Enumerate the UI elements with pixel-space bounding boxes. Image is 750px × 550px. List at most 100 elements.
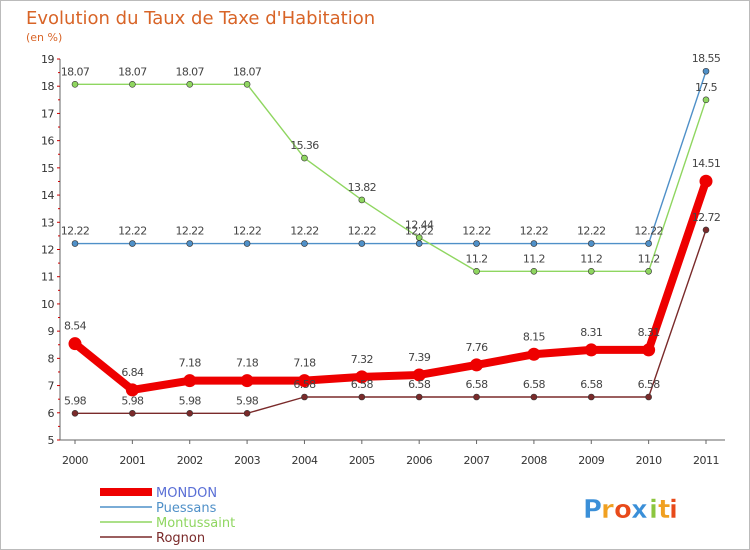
data-label-rognon: 6.58 (293, 378, 316, 391)
data-label-puessans: 12.22 (577, 225, 606, 238)
data-label-rognon: 5.98 (179, 394, 202, 407)
data-label-mondon: 8.31 (638, 326, 660, 339)
legend-label-mondon: MONDON (156, 486, 217, 501)
chart-title: Evolution du Taux de Taxe d'Habitation (26, 8, 375, 29)
data-label-puessans: 12.22 (118, 225, 147, 238)
data-point-puessans (129, 240, 136, 247)
x-tick-label: 2008 (521, 454, 547, 467)
data-label-puessans: 12.22 (348, 225, 377, 238)
y-tick-label: 8 (48, 352, 55, 365)
x-tick-label: 2007 (464, 454, 490, 467)
x-tick-label: 2004 (291, 454, 317, 467)
y-tick-label: 12 (41, 244, 54, 257)
data-label-puessans: 12.22 (405, 225, 434, 238)
data-point-mondon (125, 383, 139, 397)
data-point-rognon (702, 226, 710, 234)
y-tick-label: 6 (48, 407, 55, 420)
logo-letter: i (649, 495, 658, 525)
data-label-mondon: 7.18 (293, 357, 316, 370)
data-point-puessans (473, 240, 480, 247)
x-tick-label: 2000 (62, 454, 88, 467)
data-label-puessans: 18.55 (692, 52, 721, 65)
series-line-rognon (74, 229, 707, 415)
data-point-mondon (584, 343, 598, 357)
data-point-montussaint (186, 81, 194, 88)
data-label-rognon: 6.58 (523, 378, 546, 391)
data-label-mondon: 8.54 (64, 320, 87, 333)
data-point-puessans (587, 240, 595, 247)
data-point-montussaint (530, 267, 538, 275)
series-line-mondon (71, 177, 710, 394)
data-point-rognon (530, 393, 538, 401)
data-point-puessans (243, 240, 251, 247)
y-tick-label: 16 (41, 135, 54, 148)
legend-label-rognon: Rognon (156, 531, 205, 546)
data-label-montussaint: 11.2 (580, 252, 602, 265)
data-point-puessans (71, 240, 79, 247)
y-tick-label: 5 (48, 434, 55, 447)
data-point-montussaint (645, 267, 652, 275)
legend-label-montussaint: Montussaint (156, 516, 235, 531)
logo-letter: x (631, 495, 648, 525)
data-point-rognon (186, 410, 194, 417)
data-label-puessans: 12.22 (175, 225, 204, 238)
x-tick-label: 2001 (119, 454, 145, 467)
data-point-mondon (412, 368, 426, 382)
data-point-montussaint (473, 267, 480, 275)
data-point-rognon (473, 393, 480, 401)
data-label-montussaint: 11.2 (465, 252, 487, 265)
x-tick-label: 2010 (636, 454, 662, 467)
axes: 5 6 7 8 9 10 11 12 13 14 15 16 17 18 19 2000 2001 2002 200… (41, 53, 725, 467)
data-point-rognon (243, 410, 251, 417)
data-point-rognon (71, 410, 79, 417)
data-point-montussaint (587, 267, 595, 275)
data-point-puessans (301, 240, 308, 247)
data-label-puessans: 12.22 (462, 225, 491, 238)
data-point-mondon (297, 374, 311, 388)
logo-letter: r (601, 495, 614, 525)
data-label-puessans: 12.22 (520, 225, 549, 238)
logo-letter: t (658, 495, 670, 525)
data-label-rognon: 6.58 (580, 378, 603, 391)
data-label-montussaint: 11.2 (638, 252, 660, 265)
data-point-montussaint (71, 81, 79, 88)
data-point-montussaint (243, 81, 251, 88)
data-label-rognon: 6.58 (351, 378, 374, 391)
data-point-mondon (470, 358, 484, 372)
data-point-puessans (415, 240, 423, 247)
data-label-montussaint: 17.5 (695, 81, 718, 94)
data-label-mondon: 14.51 (692, 157, 721, 170)
y-tick-label: 18 (41, 80, 54, 93)
y-tick-label: 17 (41, 107, 54, 120)
series-mondon (68, 174, 713, 397)
data-point-mondon (68, 337, 82, 351)
data-point-mondon (183, 374, 197, 388)
x-tick-label: 2002 (177, 454, 203, 467)
data-point-montussaint (358, 196, 366, 204)
data-label-rognon: 6.58 (465, 378, 488, 391)
series-rognon (71, 226, 710, 417)
logo-letter: o (614, 495, 632, 525)
y-tick-label: 11 (41, 271, 54, 284)
series-montussaint (71, 81, 710, 275)
data-point-rognon (129, 410, 136, 417)
data-point-montussaint (301, 154, 308, 162)
chart-subtitle: (en %) (26, 31, 62, 44)
data-point-mondon (527, 347, 541, 361)
data-point-mondon (240, 374, 254, 388)
data-point-puessans (702, 67, 710, 75)
data-label-puessans: 12.22 (233, 225, 262, 238)
data-point-mondon (355, 370, 369, 384)
y-tick-label: 15 (41, 162, 54, 175)
data-point-rognon (645, 393, 652, 401)
data-label-mondon: 7.18 (236, 357, 259, 370)
data-point-rognon (415, 393, 423, 401)
data-label-mondon: 8.31 (580, 326, 602, 339)
data-label-montussaint: 11.2 (523, 252, 545, 265)
data-point-montussaint (415, 234, 423, 241)
data-label-rognon: 5.98 (236, 394, 259, 407)
data-point-montussaint (702, 96, 710, 104)
data-label-mondon: 7.32 (351, 353, 373, 366)
